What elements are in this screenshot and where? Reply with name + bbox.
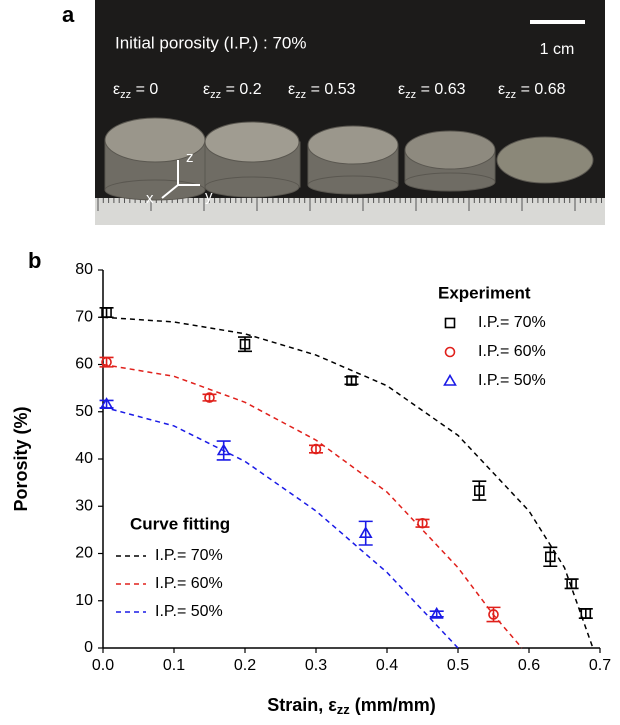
strain-sub: zz bbox=[405, 89, 416, 101]
marker bbox=[417, 517, 428, 529]
marker bbox=[99, 397, 114, 409]
error-bar bbox=[202, 393, 217, 402]
x-tick-label: 0.6 bbox=[518, 657, 540, 674]
axis-letter: x bbox=[146, 190, 154, 207]
x-title-part: Strain, ε bbox=[267, 695, 337, 715]
strain-label: εzz = 0.2 bbox=[203, 81, 262, 101]
legend-title: Experiment bbox=[438, 283, 531, 302]
x-tick-label: 0.3 bbox=[305, 657, 327, 674]
marker bbox=[358, 526, 373, 538]
fit-curve bbox=[102, 316, 594, 649]
strain-label: εzz = 0 bbox=[113, 81, 158, 101]
marker bbox=[443, 373, 457, 386]
marker bbox=[488, 609, 499, 620]
strain-label: εzz = 0.53 bbox=[288, 81, 356, 101]
strain-value: = 0 bbox=[131, 81, 158, 98]
photo bbox=[95, 0, 605, 225]
strain-sub: zz bbox=[120, 89, 131, 101]
legend-label: I.P.= 60% bbox=[155, 575, 223, 592]
x-tick-label: 0.4 bbox=[376, 657, 398, 674]
marker bbox=[204, 392, 215, 403]
marker bbox=[310, 443, 322, 455]
strain-symbol: ε bbox=[498, 81, 505, 98]
marker bbox=[566, 578, 577, 590]
marker bbox=[444, 317, 456, 329]
axis-letter: y bbox=[205, 188, 213, 205]
x-tick-label: 0.7 bbox=[589, 657, 611, 674]
x-title-sub: zz bbox=[337, 702, 351, 717]
strain-symbol: ε bbox=[203, 81, 210, 98]
y-tick-label: 10 bbox=[75, 592, 93, 609]
x-tick-label: 0.5 bbox=[447, 657, 469, 674]
marker bbox=[544, 551, 556, 563]
axis-letter: z bbox=[186, 149, 194, 166]
marker bbox=[580, 608, 592, 619]
strain-sub: zz bbox=[505, 89, 516, 101]
y-tick-label: 60 bbox=[75, 356, 93, 373]
x-title-part: (mm/mm) bbox=[350, 695, 436, 715]
y-axis-title: Porosity (%) bbox=[11, 406, 31, 511]
marker bbox=[101, 307, 112, 318]
legend-label: I.P.= 70% bbox=[478, 314, 546, 331]
strain-label: εzz = 0.63 bbox=[398, 81, 466, 101]
y-tick-label: 50 bbox=[75, 403, 93, 420]
strain-sub: zz bbox=[210, 89, 221, 101]
error-bar bbox=[358, 520, 373, 546]
legend-label: I.P.= 50% bbox=[478, 372, 546, 389]
strain-symbol: ε bbox=[398, 81, 405, 98]
y-tick-label: 0 bbox=[84, 639, 93, 656]
x-tick-label: 0.0 bbox=[92, 657, 114, 674]
marker bbox=[101, 356, 112, 368]
y-tick-label: 80 bbox=[75, 261, 93, 278]
strain-value: = 0.68 bbox=[516, 81, 565, 98]
marker bbox=[239, 338, 251, 350]
strain-value: = 0.2 bbox=[221, 81, 262, 98]
strain-value: = 0.63 bbox=[416, 81, 465, 98]
strain-symbol: ε bbox=[113, 81, 120, 98]
x-tick-label: 0.1 bbox=[163, 657, 185, 674]
panel-letter: b bbox=[28, 248, 41, 273]
x-tick-label: 0.2 bbox=[234, 657, 256, 674]
error-bar bbox=[472, 480, 487, 501]
strain-label: εzz = 0.68 bbox=[498, 81, 566, 101]
photo-caption: Initial porosity (I.P.) : 70% bbox=[115, 33, 307, 52]
marker bbox=[346, 375, 357, 386]
y-tick-label: 70 bbox=[75, 308, 93, 325]
marker bbox=[429, 606, 444, 619]
legend-label: I.P.= 50% bbox=[155, 603, 223, 620]
strain-symbol: ε bbox=[288, 81, 295, 98]
strain-value: = 0.53 bbox=[306, 81, 355, 98]
marker bbox=[216, 443, 231, 456]
marker bbox=[444, 346, 456, 358]
panel-letter: a bbox=[62, 2, 75, 27]
y-tick-label: 30 bbox=[75, 497, 93, 514]
fit-curve bbox=[102, 406, 459, 649]
scale-label: 1 cm bbox=[540, 41, 575, 58]
strain-sub: zz bbox=[295, 89, 306, 101]
legend-label: I.P.= 60% bbox=[478, 343, 546, 360]
y-tick-label: 20 bbox=[75, 545, 93, 562]
error-bar bbox=[543, 546, 558, 568]
x-axis-title: Strain, εzz (mm/mm) bbox=[267, 695, 436, 718]
marker bbox=[473, 485, 485, 496]
legend-title: Curve fitting bbox=[130, 514, 230, 533]
y-tick-label: 40 bbox=[75, 450, 93, 467]
legend-label: I.P.= 70% bbox=[155, 547, 223, 564]
